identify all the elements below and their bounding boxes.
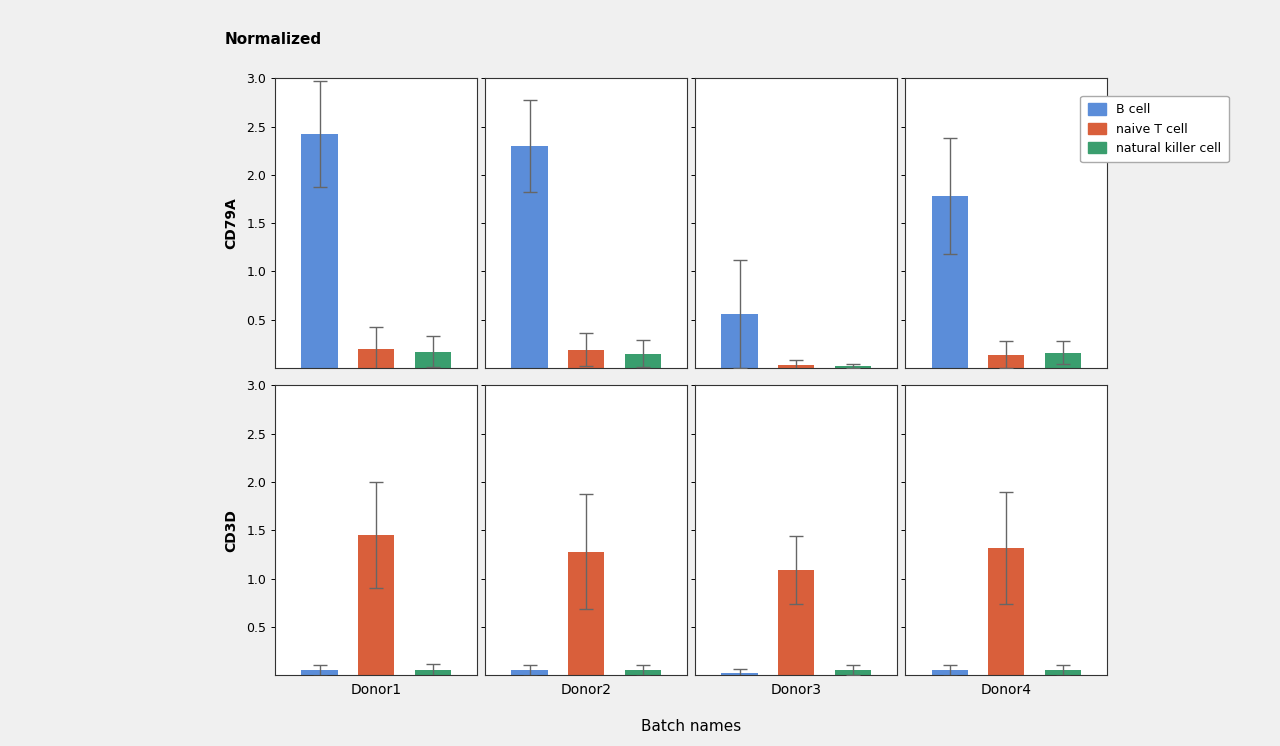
Text: Normalized: Normalized (225, 31, 321, 46)
Bar (358, 535, 394, 675)
Bar (988, 354, 1024, 368)
Bar (932, 196, 968, 368)
Bar (722, 314, 758, 368)
Bar (358, 348, 394, 368)
Bar (512, 671, 548, 675)
Legend: B cell, naive T cell, natural killer cell: B cell, naive T cell, natural killer cel… (1080, 95, 1229, 163)
Bar (778, 570, 814, 675)
Bar (1044, 671, 1080, 675)
Bar (835, 671, 870, 675)
Y-axis label: CD79A: CD79A (224, 197, 238, 249)
Bar (568, 350, 604, 368)
Y-axis label: CD3D: CD3D (224, 509, 238, 552)
Bar (1044, 353, 1080, 368)
Bar (512, 146, 548, 368)
X-axis label: Donor4: Donor4 (980, 683, 1032, 698)
Bar (415, 671, 451, 675)
Bar (625, 671, 660, 675)
Bar (932, 671, 968, 675)
Text: Batch names: Batch names (641, 719, 741, 734)
Bar (988, 548, 1024, 675)
Bar (302, 134, 338, 368)
Bar (722, 673, 758, 675)
Bar (568, 551, 604, 675)
X-axis label: Donor3: Donor3 (771, 683, 822, 698)
Bar (302, 671, 338, 675)
Bar (625, 354, 660, 368)
Bar (415, 351, 451, 368)
X-axis label: Donor2: Donor2 (561, 683, 612, 698)
Bar (835, 366, 870, 368)
X-axis label: Donor1: Donor1 (351, 683, 402, 698)
Bar (778, 365, 814, 368)
